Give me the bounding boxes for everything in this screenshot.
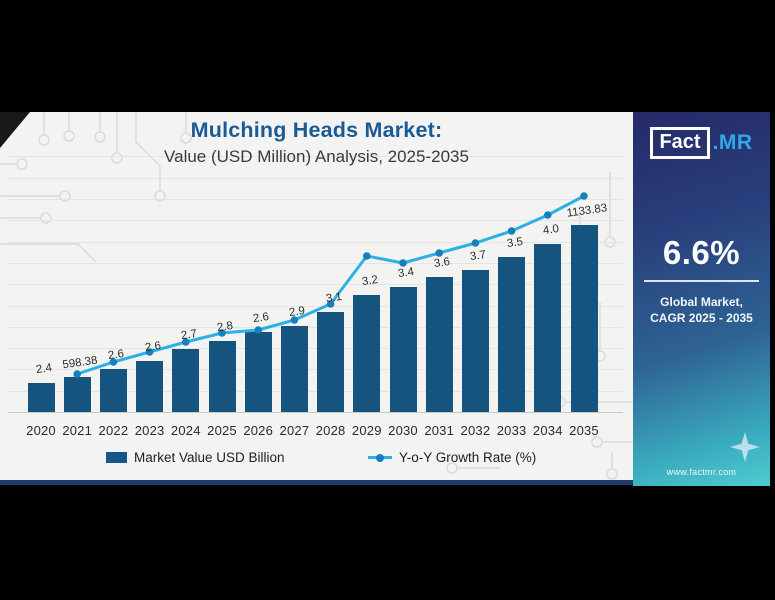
line-point	[471, 239, 480, 247]
x-tick-2034: 2034	[532, 423, 563, 438]
x-tick-2021: 2021	[62, 423, 93, 438]
x-tick-2025: 2025	[207, 423, 237, 438]
sparkle-icon	[730, 432, 760, 462]
value-label-2035: 1133.83	[566, 202, 608, 220]
bar-2025	[208, 341, 236, 412]
gridline	[8, 284, 623, 286]
x-tick-2023: 2023	[134, 423, 165, 438]
x-tick-2030: 2030	[388, 423, 418, 438]
x-tick-2035: 2035	[569, 423, 599, 438]
bar-2033	[498, 257, 526, 412]
value-label-2031: 3.6	[433, 255, 451, 271]
cagr-caption: Global Market, CAGR 2025 - 2035	[633, 294, 770, 326]
legend-line-label: Y-o-Y Growth Rate (%)	[399, 450, 537, 465]
bar-2026	[244, 332, 272, 412]
gridline	[8, 305, 623, 307]
cagr-value: 6.6%	[662, 234, 741, 271]
x-tick-2031: 2031	[424, 423, 455, 438]
bar-2029	[353, 295, 381, 412]
x-tick-2032: 2032	[460, 423, 491, 438]
value-label-2027: 2.9	[288, 304, 307, 320]
bar-2023	[136, 361, 164, 412]
legend-item-bars: Market Value USD Billion	[106, 450, 285, 465]
bar-2031	[425, 277, 453, 412]
value-label-2022: 2.6	[107, 347, 126, 363]
bar-2030	[389, 287, 417, 412]
bar-2035	[570, 225, 598, 412]
gridline	[8, 262, 623, 264]
bar-2034	[534, 244, 562, 412]
x-tick-2033: 2033	[496, 423, 527, 438]
value-label-2026: 2.6	[252, 310, 270, 326]
legend-bar-label: Market Value USD Billion	[134, 450, 285, 465]
chart-header: Mulching Heads Market: Value (USD Millio…	[0, 118, 633, 167]
line-point	[435, 249, 444, 257]
factmr-logo: Fact .MR	[633, 127, 770, 159]
legend-item-line: Y-o-Y Growth Rate (%)	[368, 450, 536, 465]
gridline	[8, 199, 623, 200]
gridline	[8, 390, 623, 392]
x-tick-2028: 2028	[315, 423, 346, 438]
value-label-2028: 3.1	[324, 290, 343, 306]
gridline	[8, 220, 623, 222]
gridline	[8, 348, 623, 350]
bar-2022	[99, 369, 127, 412]
value-label-2024: 2.7	[180, 327, 198, 343]
bar-2027	[280, 326, 308, 412]
x-tick-2022: 2022	[98, 423, 129, 438]
chart-sheet: Mulching Heads Market: Value (USD Millio…	[0, 112, 633, 485]
cagr-caption-line2: CAGR 2025 - 2035	[650, 311, 753, 325]
value-label-2033: 3.5	[505, 235, 524, 251]
value-label-2029: 3.2	[361, 273, 379, 289]
bar-series-swatch-icon	[106, 452, 127, 463]
line-series-swatch-icon	[368, 453, 392, 462]
bar-2020	[27, 383, 55, 412]
gridline	[8, 326, 623, 328]
logo-fact-box: Fact	[650, 127, 710, 159]
bar-2032	[461, 270, 489, 412]
divider	[644, 280, 759, 282]
gridline	[8, 177, 623, 179]
value-label-2030: 3.4	[397, 265, 415, 281]
gridline	[8, 156, 623, 158]
x-tick-2024: 2024	[170, 423, 201, 438]
brand-panel: Fact .MR 6.6% Global Market, CAGR 2025 -…	[633, 112, 770, 486]
value-label-2025: 2.8	[216, 319, 234, 335]
line-point	[363, 252, 371, 260]
value-label-2023: 2.6	[143, 339, 162, 355]
bar-2024	[172, 349, 200, 412]
x-tick-2029: 2029	[351, 423, 382, 438]
line-point	[507, 227, 516, 235]
bar-line-chart: 2.4 2020 598.38 2021 2.6 2022 2.6 2023 2.7 2024 2.…	[0, 112, 633, 480]
x-tick-2026: 2026	[243, 423, 274, 438]
value-label-2020: 2.4	[35, 361, 53, 377]
chart-title: Mulching Heads Market:	[190, 118, 443, 142]
line-point	[544, 211, 552, 219]
value-label-2032: 3.7	[469, 248, 488, 264]
logo-mr-text: .MR	[712, 131, 753, 154]
x-axis-line	[8, 412, 623, 413]
value-label-2034: 4.0	[542, 222, 560, 238]
website-url: www.factmr.com	[666, 467, 737, 477]
chart-subtitle: Value (USD Million) Analysis, 2025-2035	[164, 147, 469, 166]
x-tick-2027: 2027	[279, 423, 310, 438]
bar-2028	[317, 312, 345, 412]
bar-2021	[63, 377, 91, 412]
x-tick-2020: 2020	[26, 423, 56, 438]
gridline	[8, 241, 623, 243]
cagr-caption-line1: Global Market,	[660, 295, 743, 309]
